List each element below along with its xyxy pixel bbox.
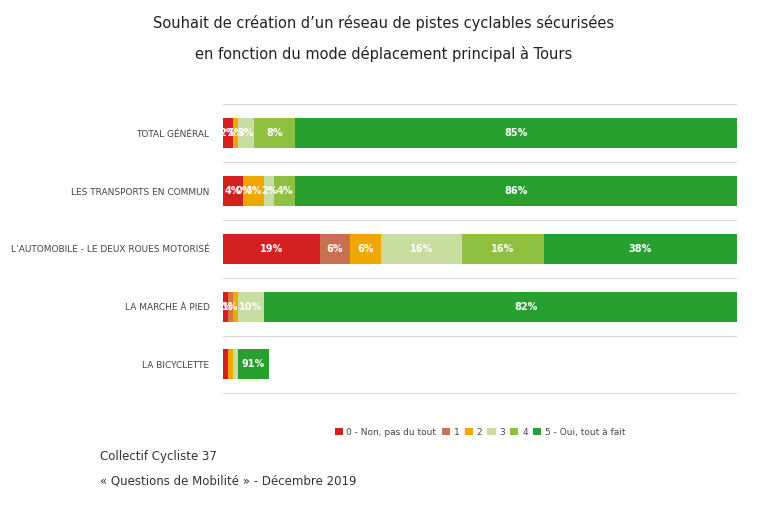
Text: 6%: 6% [357, 244, 373, 254]
Bar [233, 118, 238, 148]
Bar [243, 176, 264, 206]
Bar [238, 118, 254, 148]
Text: 0%: 0% [235, 186, 252, 196]
Bar [274, 176, 295, 206]
Text: 16%: 16% [410, 244, 433, 254]
Bar [350, 234, 381, 264]
Text: 85%: 85% [505, 129, 528, 138]
Text: 3%: 3% [238, 129, 254, 138]
Bar [316, 292, 737, 322]
Text: 10%: 10% [240, 302, 263, 312]
Bar [233, 350, 238, 379]
Text: 1%: 1% [217, 302, 233, 312]
Bar [238, 292, 264, 322]
Text: 1%: 1% [222, 302, 239, 312]
Text: 91%: 91% [242, 360, 265, 369]
Bar [223, 176, 243, 206]
Bar [544, 234, 737, 264]
Text: 4%: 4% [276, 186, 293, 196]
Legend: 0 - Non, pas du tout, 1, 2, 3, 4, 5 - Oui, tout à fait: 0 - Non, pas du tout, 1, 2, 3, 4, 5 - Ou… [331, 424, 629, 440]
Text: 86%: 86% [505, 186, 528, 196]
Text: 38%: 38% [629, 244, 652, 254]
Bar [228, 292, 233, 322]
Bar [223, 292, 228, 322]
Text: 6%: 6% [326, 244, 343, 254]
Text: 8%: 8% [266, 129, 283, 138]
Text: 4%: 4% [245, 186, 262, 196]
Bar [462, 234, 544, 264]
Text: en fonction du mode déplacement principal à Tours: en fonction du mode déplacement principa… [195, 46, 573, 61]
Bar [233, 292, 238, 322]
Bar [223, 118, 233, 148]
Text: 2%: 2% [220, 129, 237, 138]
Bar [223, 234, 319, 264]
Bar [295, 176, 737, 206]
Text: 4%: 4% [225, 186, 241, 196]
Text: 2%: 2% [261, 186, 277, 196]
Bar [228, 350, 233, 379]
Bar [223, 350, 228, 379]
Text: 1%: 1% [227, 129, 244, 138]
Text: Collectif Cycliste 37: Collectif Cycliste 37 [100, 450, 217, 463]
Text: « Questions de Mobilité » - Décembre 2019: « Questions de Mobilité » - Décembre 201… [100, 475, 356, 488]
Bar [264, 176, 274, 206]
Bar [254, 118, 296, 148]
Bar [319, 234, 350, 264]
Bar [381, 234, 462, 264]
Bar [264, 292, 316, 322]
Text: Souhait de création d’un réseau de pistes cyclables sécurisées: Souhait de création d’un réseau de piste… [154, 15, 614, 31]
Bar [238, 350, 269, 379]
Text: 82%: 82% [515, 302, 538, 312]
Text: 16%: 16% [492, 244, 515, 254]
Bar [296, 118, 737, 148]
Text: 19%: 19% [260, 244, 283, 254]
